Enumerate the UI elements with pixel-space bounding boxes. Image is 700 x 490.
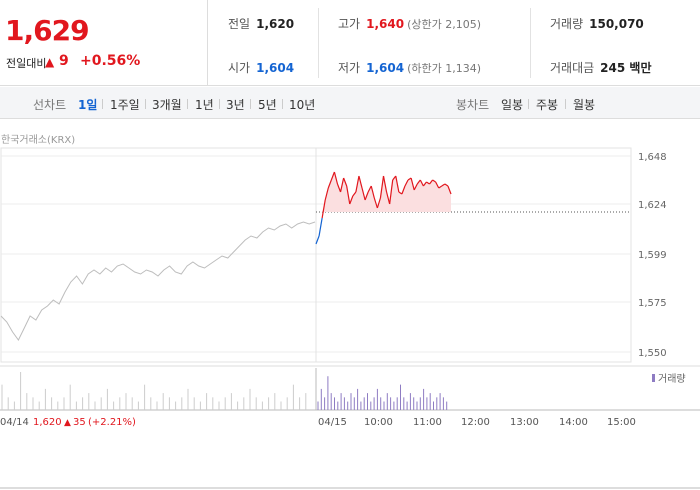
series-segment-today [346, 185, 351, 205]
series-segment-today [343, 177, 348, 187]
stat-volume: 거래량 150,070 [550, 17, 644, 31]
price-summary: 1,629 전일대비 ▲ 9 +0.56% [0, 0, 208, 86]
series-segment-today [410, 177, 415, 191]
series-segment-today [321, 199, 326, 219]
prev-day-summary-price: 1,620 [33, 417, 62, 428]
series-segment-today [333, 171, 339, 185]
volume-legend-swatch [652, 374, 655, 382]
tab-period-1w[interactable]: 1주일 [110, 98, 140, 112]
series-segment-today [422, 181, 427, 187]
tab-period-1d[interactable]: 1일 [78, 98, 98, 112]
x-tick-label: 10:00 [364, 417, 393, 428]
y-tick-label: 1,550 [638, 348, 667, 359]
series-segment-today [370, 185, 375, 199]
x-tick-prev-day: 04/14 [0, 417, 29, 428]
series-segment-today [435, 181, 440, 189]
series-segment-today [392, 175, 397, 181]
tab-period-5y[interactable]: 5년 [258, 98, 277, 112]
series-segment-today [318, 217, 323, 237]
price-stats: 전일 1,620 시가 1,604 고가 1,640 (상한가 2,105) 저가 1,6… [208, 0, 700, 86]
change-percent: +0.56% [80, 53, 141, 69]
y-tick-label: 1,648 [638, 152, 667, 163]
line-chart-heading: 선차트 [33, 98, 67, 112]
series-segment-today [385, 191, 391, 205]
series-segment-today [364, 191, 369, 201]
series-segment-today [401, 185, 406, 195]
change-value: 9 [59, 53, 69, 69]
tab-candle-daily[interactable]: 일봉 [501, 98, 524, 112]
series-segment-today [327, 179, 332, 189]
series-segment-today [379, 175, 385, 199]
series-segment-today [352, 191, 357, 197]
series-segment-today [419, 179, 424, 187]
series-segment-today [355, 175, 360, 193]
series-segment-today [373, 197, 378, 209]
x-tick-label: 15:00 [607, 417, 636, 428]
y-tick-label: 1,624 [638, 200, 667, 211]
tab-period-3y[interactable]: 3년 [226, 98, 245, 112]
series-segment-today [404, 179, 409, 187]
series-segment-today [315, 235, 320, 245]
tab-period-3m[interactable]: 3개월 [152, 98, 182, 112]
x-tick-label: 04/15 [318, 417, 347, 428]
stat-high: 고가 1,640 (상한가 2,105) [338, 17, 481, 31]
series-segment-today [349, 195, 354, 205]
x-tick-label: 12:00 [461, 417, 490, 428]
current-price: 1,629 [5, 14, 90, 47]
series-segment-today [367, 185, 372, 193]
series-segment-today [426, 181, 430, 185]
stat-open: 시가 1,604 [228, 61, 295, 75]
series-segment-today [416, 179, 421, 185]
data-source-label: 한국거래소(KRX) [1, 135, 76, 146]
series-segment-today [444, 183, 449, 187]
tab-period-10y[interactable]: 10년 [289, 98, 316, 112]
tab-candle-weekly[interactable]: 주봉 [536, 98, 559, 112]
x-tick-label: 11:00 [413, 417, 442, 428]
y-tick-label: 1,575 [638, 298, 667, 309]
up-triangle-icon: ▲ [45, 55, 55, 69]
series-segment-today [413, 183, 418, 191]
series-segment-today [376, 197, 382, 209]
series-segment-today [438, 185, 443, 189]
candle-chart-heading: 봉차트 [456, 98, 490, 112]
series-segment-today [330, 171, 335, 181]
period-tab-bar: 선차트 1일 1주일 3개월 1년 3년 5년 10년 봉차트 일봉 주봉 월봉 [0, 87, 700, 119]
series-segment-today [382, 175, 388, 193]
series-segment-today [432, 179, 436, 183]
tab-period-1y[interactable]: 1년 [195, 98, 214, 112]
series-segment-today [441, 183, 446, 187]
price-chart: 1,550 1,575 1,599 1,624 1,648 거래량 04/14 1,620… [0, 147, 700, 428]
x-tick-label: 13:00 [510, 417, 539, 428]
series-segment-today [339, 177, 345, 193]
tab-candle-monthly[interactable]: 월봉 [573, 98, 596, 112]
x-tick-label: 14:00 [559, 417, 588, 428]
series-line-prev-day [0, 221, 316, 341]
series-segment-today [429, 179, 434, 185]
y-tick-label: 1,599 [638, 250, 667, 261]
series-segment-today [324, 187, 329, 201]
series-segment-today [395, 175, 400, 193]
series-segment-today [358, 175, 363, 189]
series-area-today [316, 172, 451, 212]
up-triangle-icon: ▲ [64, 418, 71, 428]
stat-turnover: 거래대금 245 백만 [550, 61, 652, 75]
stat-prev-close: 전일 1,620 [228, 17, 295, 31]
prev-day-summary-pct: (+2.21%) [88, 417, 136, 428]
stat-low: 저가 1,604 (하한가 1,134) [338, 61, 481, 75]
series-segment-today [361, 187, 366, 201]
series-segment-today [336, 183, 342, 193]
series-segment-today [389, 179, 394, 205]
volume-legend-label: 거래량 [658, 373, 686, 385]
series-segment-today [447, 185, 452, 195]
change-label: 전일대비 [6, 57, 47, 70]
prev-day-summary-change: 35 [73, 417, 86, 428]
